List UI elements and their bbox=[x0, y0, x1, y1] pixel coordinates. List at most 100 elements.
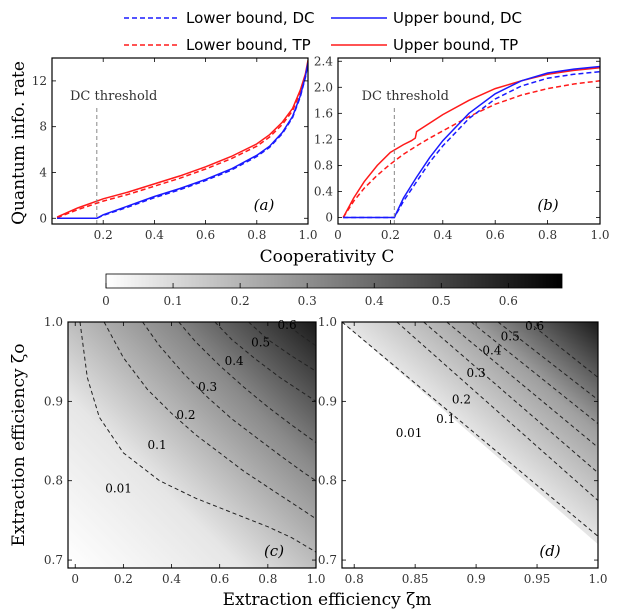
bottom-x-axis-title: Extraction efficiency ζm bbox=[223, 590, 432, 610]
contour-line bbox=[142, 322, 316, 482]
x-tick-label: 0.2 bbox=[94, 228, 113, 242]
series-group bbox=[342, 65, 600, 219]
threshold-label: DC threshold bbox=[70, 89, 157, 104]
panel-label: (d) bbox=[539, 542, 560, 560]
colorbar-ticks: 0 0.1 0.2 0.3 0.4 0.5 0.6 bbox=[102, 283, 518, 308]
y-tick-label: 1.0 bbox=[44, 315, 63, 329]
heatmap-fill bbox=[342, 322, 598, 545]
x-tick-label: 1.0 bbox=[588, 572, 607, 586]
y-tick-label: 1.2 bbox=[314, 132, 333, 146]
top-x-axis-title: Cooperativity C bbox=[260, 247, 395, 267]
x-tick-label: 1.0 bbox=[306, 572, 325, 586]
colorbar-tick-label: 0.2 bbox=[231, 294, 250, 308]
x-tick-label: 0.2 bbox=[381, 228, 400, 242]
contour-line bbox=[214, 322, 316, 402]
colorbar-gradient bbox=[105, 273, 563, 289]
x-tick-label: 0.6 bbox=[210, 572, 229, 586]
series-line bbox=[56, 60, 308, 218]
contour-line bbox=[423, 322, 598, 474]
x-tick-label: 0.8 bbox=[538, 228, 557, 242]
series-line bbox=[343, 70, 600, 219]
legend: Lower bound, DC Upper bound, DC Lower bo… bbox=[124, 9, 522, 54]
contour-line bbox=[79, 322, 316, 553]
plot-frame bbox=[337, 57, 601, 225]
y-tick-label: 0.9 bbox=[318, 394, 337, 408]
contour-label: 0.2 bbox=[452, 393, 471, 407]
contour-line bbox=[470, 322, 598, 424]
contour-label: 0.2 bbox=[176, 408, 195, 422]
legend-label: Upper bound, TP bbox=[393, 36, 518, 54]
y-tick-label: 0.8 bbox=[44, 474, 63, 488]
y-tick-label: 0.9 bbox=[44, 394, 63, 408]
heatmap-fill bbox=[68, 322, 316, 568]
bottom-y-axis-title: Extraction efficiency ζo bbox=[9, 344, 29, 547]
contour-line bbox=[528, 322, 598, 378]
y-tick-label: 0.8 bbox=[314, 158, 333, 172]
colorbar-tick-label: 0.1 bbox=[164, 294, 183, 308]
x-tick-label: 1.0 bbox=[298, 228, 317, 242]
x-tick-label: 0 bbox=[334, 228, 342, 242]
y-tick-label: 1.6 bbox=[314, 106, 333, 120]
contour-line bbox=[497, 322, 598, 401]
legend-item-upper-dc: Upper bound, DC bbox=[331, 9, 522, 27]
plot-frame bbox=[341, 321, 599, 569]
colorbar-tick-label: 0.6 bbox=[499, 294, 518, 308]
contour-label: 0.6 bbox=[278, 318, 297, 332]
contour-line bbox=[178, 322, 316, 444]
plot-frame bbox=[67, 321, 317, 569]
legend-label: Lower bound, TP bbox=[186, 36, 311, 54]
contour-label: 0.4 bbox=[482, 344, 501, 358]
colorbar-tick-label: 0 bbox=[102, 294, 110, 308]
contour-label: 0.6 bbox=[525, 319, 544, 333]
panel-b: DC threshold 0 0.2 0.4 0.6 0.8 1.0 0 0.4 0.8 1.2 1.… bbox=[314, 54, 610, 242]
x-tick-label: 0.95 bbox=[524, 572, 551, 586]
y-tick-label: 0 bbox=[39, 211, 47, 225]
y-tick-label: 8 bbox=[39, 120, 47, 134]
series-line bbox=[57, 62, 308, 220]
x-tick-label: 0.4 bbox=[145, 228, 164, 242]
contour-line bbox=[103, 322, 316, 520]
x-tick-label: 0.8 bbox=[345, 572, 364, 586]
series-line bbox=[343, 65, 600, 219]
contour-label: 0.5 bbox=[501, 329, 520, 343]
contour-line bbox=[446, 322, 598, 448]
legend-label: Lower bound, DC bbox=[186, 9, 315, 27]
y-tick-label: 2.0 bbox=[314, 80, 333, 94]
legend-item-lower-tp: Lower bound, TP bbox=[124, 36, 311, 54]
x-tick-label: 0.4 bbox=[433, 228, 452, 242]
heatmap-region bbox=[68, 322, 316, 568]
x-tick-label: 0.9 bbox=[467, 572, 486, 586]
series-line bbox=[56, 62, 308, 219]
contour-label: 0.01 bbox=[105, 482, 132, 496]
x-tick-label: 0.8 bbox=[247, 228, 266, 242]
y-tick-label: 12 bbox=[32, 74, 47, 88]
panel-label: (c) bbox=[264, 542, 284, 560]
colorbar: 0 0.1 0.2 0.3 0.4 0.5 0.6 bbox=[102, 273, 563, 308]
panel-label: (a) bbox=[254, 196, 275, 214]
legend-item-upper-tp: Upper bound, TP bbox=[331, 36, 518, 54]
series-group bbox=[56, 60, 308, 220]
y-tick-label: 4 bbox=[39, 165, 47, 179]
x-tick-label: 0.6 bbox=[196, 228, 215, 242]
y-tick-label: 0.7 bbox=[44, 553, 63, 567]
contour-label: 0.01 bbox=[396, 426, 423, 440]
panel-c: 0.010.10.20.30.40.50.60 0.2 0.4 0.6 0.8 1.00.… bbox=[44, 315, 326, 586]
colorbar-tick-label: 0.4 bbox=[365, 294, 384, 308]
legend-label: Upper bound, DC bbox=[393, 9, 522, 27]
colorbar-tick-label: 0.3 bbox=[298, 294, 317, 308]
y-tick-label: 0.8 bbox=[318, 474, 337, 488]
panel-d: 0.01 0.1 0.2 0.3 0.40.5 0.6 0.8 0.85 0.9 0.95 1.0 0… bbox=[318, 315, 608, 586]
y-tick-label: 2.4 bbox=[314, 54, 333, 68]
plot-frame bbox=[51, 57, 309, 225]
threshold-label: DC threshold bbox=[362, 89, 449, 104]
y-tick-label: 1.0 bbox=[318, 315, 337, 329]
legend-item-lower-dc: Lower bound, DC bbox=[124, 9, 315, 27]
x-tick-label: 0.85 bbox=[402, 572, 429, 586]
x-tick-label: 0.8 bbox=[258, 572, 277, 586]
contour-label: 0.5 bbox=[251, 336, 270, 350]
x-tick-label: 0.6 bbox=[486, 228, 505, 242]
x-tick-label: 0.2 bbox=[114, 572, 133, 586]
heatmap-region bbox=[342, 322, 598, 568]
y-tick-label: 0.4 bbox=[314, 184, 333, 198]
contour-label: 0.4 bbox=[225, 354, 244, 368]
